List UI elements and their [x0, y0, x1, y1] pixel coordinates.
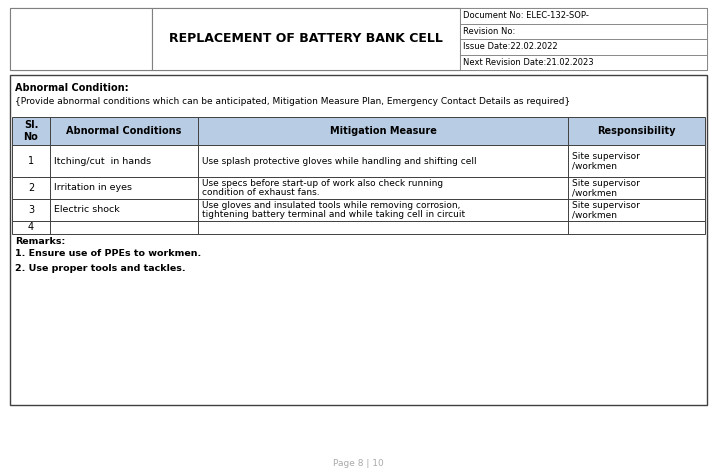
Text: Site supervisor: Site supervisor [572, 179, 640, 188]
Text: Responsibility: Responsibility [597, 126, 675, 136]
Text: Abnormal Conditions: Abnormal Conditions [66, 126, 181, 136]
Bar [12, 177, 705, 199]
Text: Sl.
No: Sl. No [24, 120, 39, 142]
Text: 4: 4 [28, 222, 34, 232]
Text: 1. Ensure use of PPEs to workmen.: 1. Ensure use of PPEs to workmen. [15, 249, 201, 258]
Bar [12, 145, 705, 177]
Bar [10, 8, 707, 70]
Text: {Provide abnormal conditions which can be anticipated, Mitigation Measure Plan, : {Provide abnormal conditions which can b… [15, 97, 570, 106]
Text: Next Revision Date:21.02.2023: Next Revision Date:21.02.2023 [463, 58, 594, 67]
Text: Site supervisor: Site supervisor [572, 201, 640, 210]
Bar [10, 75, 707, 405]
Text: Document No: ELEC-132-SOP-: Document No: ELEC-132-SOP- [463, 11, 589, 20]
Text: Abnormal Condition:: Abnormal Condition: [15, 83, 128, 93]
Text: Issue Date:22.02.2022: Issue Date:22.02.2022 [463, 42, 558, 51]
Bar [460, 23, 707, 39]
Text: Page 8 | 10: Page 8 | 10 [333, 458, 384, 467]
Text: 2. Use proper tools and tackles.: 2. Use proper tools and tackles. [15, 264, 186, 273]
Text: Remarks:: Remarks: [15, 237, 65, 246]
Text: Irritation in eyes: Irritation in eyes [54, 183, 132, 192]
Text: Use splash protective gloves while handling and shifting cell: Use splash protective gloves while handl… [202, 156, 477, 165]
Text: Mitigation Measure: Mitigation Measure [330, 126, 437, 136]
Text: 1: 1 [28, 156, 34, 166]
Text: /workmen: /workmen [572, 210, 617, 219]
Text: Use gloves and insulated tools while removing corrosion,: Use gloves and insulated tools while rem… [202, 201, 460, 210]
Text: tightening battery terminal and while taking cell in circuit: tightening battery terminal and while ta… [202, 210, 465, 219]
Text: /workmen: /workmen [572, 161, 617, 170]
Text: Use specs before start-up of work also check running: Use specs before start-up of work also c… [202, 179, 443, 188]
Bar [12, 199, 705, 221]
Text: REPLACEMENT OF BATTERY BANK CELL: REPLACEMENT OF BATTERY BANK CELL [169, 32, 443, 46]
Bar [12, 117, 705, 145]
Bar [460, 55, 707, 70]
Bar [460, 39, 707, 55]
Text: Electric shock: Electric shock [54, 206, 120, 215]
Bar [12, 221, 705, 234]
Bar [10, 8, 152, 70]
Text: condition of exhaust fans.: condition of exhaust fans. [202, 188, 320, 197]
Bar [460, 8, 707, 23]
Text: 2: 2 [28, 183, 34, 193]
Text: /workmen: /workmen [572, 188, 617, 197]
Text: Itching/cut  in hands: Itching/cut in hands [54, 156, 151, 165]
Bar [152, 8, 460, 70]
Text: Revision No:: Revision No: [463, 27, 516, 36]
Text: Site supervisor: Site supervisor [572, 152, 640, 161]
Text: 3: 3 [28, 205, 34, 215]
